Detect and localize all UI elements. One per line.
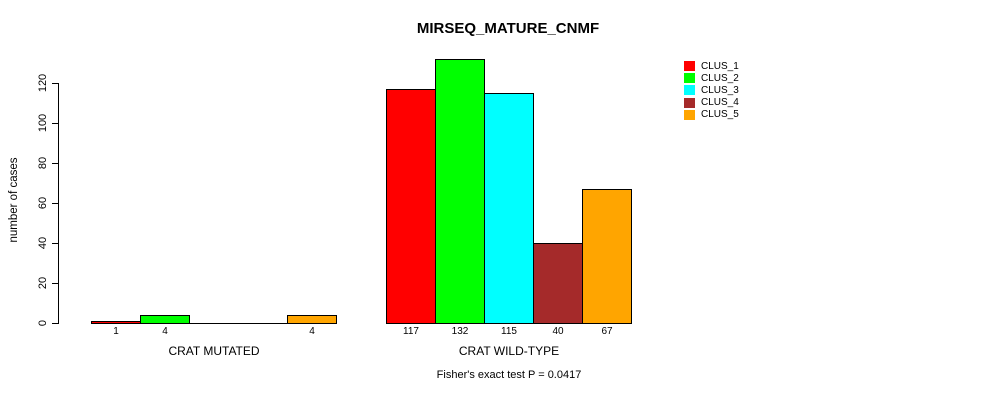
legend-label: CLUS_3 (701, 84, 739, 96)
bar (533, 243, 583, 324)
legend-swatch (684, 97, 695, 108)
bar-value-label: 117 (403, 326, 419, 337)
bar (91, 321, 141, 324)
legend-label: CLUS_1 (701, 60, 739, 72)
y-tick-label: 100 (37, 113, 49, 133)
bar (484, 93, 534, 324)
group-label: CRAT MUTATED (168, 344, 260, 358)
bar-value-label: 67 (601, 326, 613, 337)
legend-label: CLUS_2 (701, 72, 739, 84)
bar (435, 59, 485, 324)
y-tick (52, 203, 59, 204)
legend-item: CLUS_2 (684, 72, 739, 84)
bar-value-label: 40 (552, 326, 564, 337)
bar (238, 323, 288, 324)
bar-value-label: 4 (162, 326, 168, 337)
footer-note: Fisher's exact test P = 0.0417 (436, 369, 582, 381)
legend-swatch (684, 109, 695, 120)
legend-item: CLUS_4 (684, 97, 739, 109)
y-tick-label: 0 (37, 319, 49, 327)
group-label: CRAT WILD-TYPE (458, 344, 560, 358)
bar (140, 315, 190, 324)
legend-item: CLUS_1 (684, 60, 739, 72)
bar-value-label: 132 (451, 326, 469, 337)
bar (287, 315, 337, 324)
y-axis-label: number of cases (8, 157, 20, 243)
y-tick-label: 20 (37, 276, 49, 290)
bar (189, 323, 239, 324)
legend: CLUS_1 CLUS_2 CLUS_3 CLUS_4 CLUS_5 (684, 60, 739, 121)
bar-value-label: 115 (501, 326, 517, 337)
bar (582, 189, 632, 324)
chart-title: MIRSEQ_MATURE_CNMF (416, 20, 600, 37)
bar-value-label: 1 (113, 326, 119, 337)
bar-value-label: 4 (309, 326, 315, 337)
y-tick-label: 120 (37, 73, 49, 93)
y-tick-label: 60 (37, 196, 49, 210)
legend-swatch (684, 61, 695, 72)
y-tick (52, 283, 59, 284)
legend-item: CLUS_5 (684, 109, 739, 121)
y-tick (52, 163, 59, 164)
legend-swatch (684, 85, 695, 96)
y-tick (52, 323, 59, 324)
y-tick (52, 123, 59, 124)
legend-item: CLUS_3 (684, 84, 739, 96)
y-tick-label: 80 (37, 156, 49, 170)
bar (386, 89, 436, 324)
legend-swatch (684, 73, 695, 84)
y-tick-label: 40 (37, 236, 49, 250)
y-tick (52, 243, 59, 244)
y-tick (52, 83, 59, 84)
legend-label: CLUS_5 (701, 109, 739, 121)
legend-label: CLUS_4 (701, 97, 739, 109)
